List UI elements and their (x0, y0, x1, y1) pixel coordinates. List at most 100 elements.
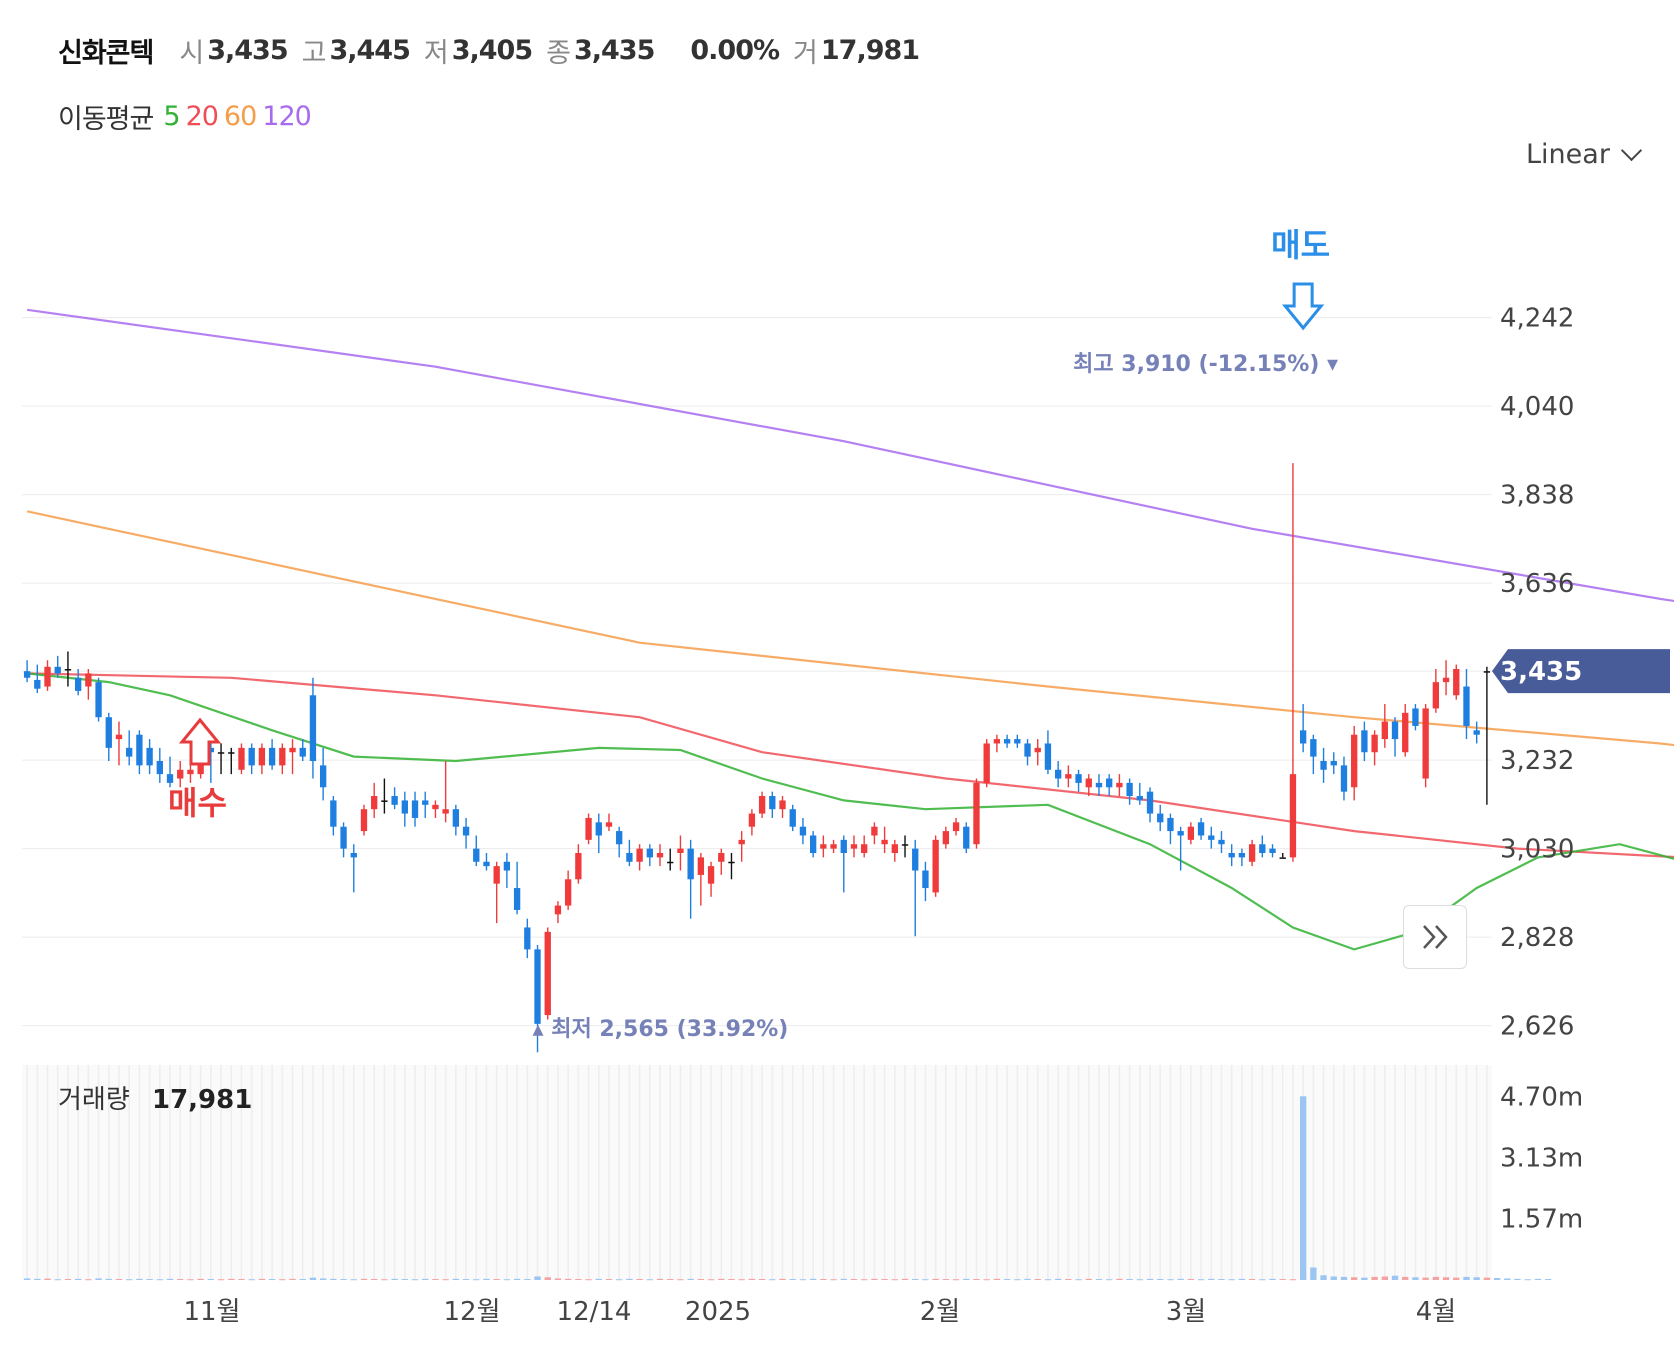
candle-body (228, 752, 235, 754)
ma-120-label[interactable]: 120 (262, 100, 312, 132)
candle-body (738, 839, 745, 845)
volume-bar (299, 1279, 306, 1281)
candle (483, 852, 490, 871)
current-price-tag: 3,435 (1492, 649, 1670, 694)
candle-body (483, 861, 490, 867)
y-tick-label: 3,838 (1500, 481, 1574, 511)
candle (146, 739, 153, 775)
candle (1136, 782, 1143, 805)
candle (44, 660, 51, 691)
candle-body (1351, 734, 1358, 788)
x-tick-label: 2025 (685, 1297, 751, 1327)
volume-bar (1483, 1277, 1491, 1280)
candle (718, 848, 725, 875)
candle-body (1065, 774, 1072, 779)
y-tick-label: 4,242 (1500, 304, 1574, 334)
ma-20-line (27, 672, 1674, 859)
ma-5-label[interactable]: 5 (163, 100, 180, 132)
volume-bar (1085, 1278, 1092, 1280)
volume-background (22, 1065, 1492, 1280)
candle-body (718, 852, 725, 862)
volume-bar (371, 1279, 378, 1281)
candle-body (1014, 739, 1021, 744)
high-value: 3,445 (329, 34, 410, 66)
candle (1463, 668, 1470, 740)
candle-body (1116, 782, 1123, 788)
volume-bar (769, 1279, 776, 1281)
ma-60-line (26, 510, 1674, 747)
candle-body (1299, 730, 1307, 744)
scale-selector[interactable]: Linear (1526, 136, 1643, 172)
volume-bar (564, 1278, 572, 1280)
candle-body (95, 682, 102, 718)
candle-body (74, 677, 82, 691)
volume-bar (166, 1278, 174, 1280)
candle (74, 668, 82, 696)
candle (279, 743, 286, 775)
volume-bar (1514, 1278, 1521, 1280)
volume-bar (228, 1278, 235, 1280)
candle (85, 668, 92, 700)
candle (1034, 739, 1041, 766)
expand-button[interactable] (1403, 905, 1467, 969)
candle (881, 826, 888, 853)
volume-bar (350, 1279, 357, 1281)
volume-bar (1044, 1279, 1052, 1281)
candle-body (462, 826, 470, 836)
volume-bar (1493, 1278, 1501, 1280)
volume-bar (1351, 1277, 1358, 1280)
buy-annotation: 매수 (168, 717, 227, 822)
ma-60-label[interactable]: 60 (223, 100, 257, 132)
candle (299, 739, 306, 761)
volume-bar (268, 1279, 276, 1281)
volume-bar (718, 1278, 725, 1280)
volume-bar (289, 1278, 296, 1280)
volume-bar (1146, 1278, 1154, 1280)
volume-bar (1208, 1278, 1215, 1280)
candle-body (1473, 730, 1480, 735)
candle-body (1422, 708, 1429, 779)
candle-body (166, 774, 174, 783)
candle-body (952, 822, 960, 832)
candle (1381, 704, 1388, 748)
candle-body (1003, 739, 1011, 744)
candle (319, 747, 327, 801)
volume-bar (595, 1278, 602, 1280)
volume-bar (1024, 1278, 1031, 1280)
y-tick-label: 3,232 (1500, 746, 1574, 776)
candle (779, 796, 786, 818)
x-tick-label: 11월 (183, 1297, 240, 1327)
volume-bar (503, 1279, 511, 1281)
candle (1391, 717, 1399, 757)
candle-body (513, 888, 521, 910)
stock-name: 신화콘텍 (58, 37, 154, 69)
candle (258, 743, 266, 775)
volume-bar (1299, 1096, 1307, 1280)
volume-bar (1177, 1278, 1184, 1280)
sell-annotation: 매도 (1271, 226, 1330, 331)
candle-body (1259, 844, 1266, 853)
ma-20-label[interactable]: 20 (185, 100, 219, 132)
candle (667, 848, 674, 871)
volume-bar (74, 1278, 82, 1280)
candle (217, 743, 225, 775)
volume-bar (432, 1279, 439, 1281)
volume-bar (1228, 1279, 1235, 1281)
candle (1412, 704, 1419, 731)
candle (1065, 765, 1072, 788)
volume-bar (820, 1279, 827, 1281)
candle-body (1248, 844, 1256, 862)
volume-bar (1402, 1276, 1409, 1280)
volume-bar (411, 1279, 419, 1281)
volume-bar (1075, 1279, 1082, 1281)
candle (115, 721, 123, 766)
candle-body (1269, 848, 1276, 853)
candle (1351, 725, 1358, 801)
candle (1453, 664, 1460, 700)
volume-bar (207, 1279, 215, 1281)
candle (1116, 774, 1123, 797)
candle-body (503, 861, 511, 871)
candle (942, 826, 950, 849)
volume-bar (748, 1278, 756, 1280)
